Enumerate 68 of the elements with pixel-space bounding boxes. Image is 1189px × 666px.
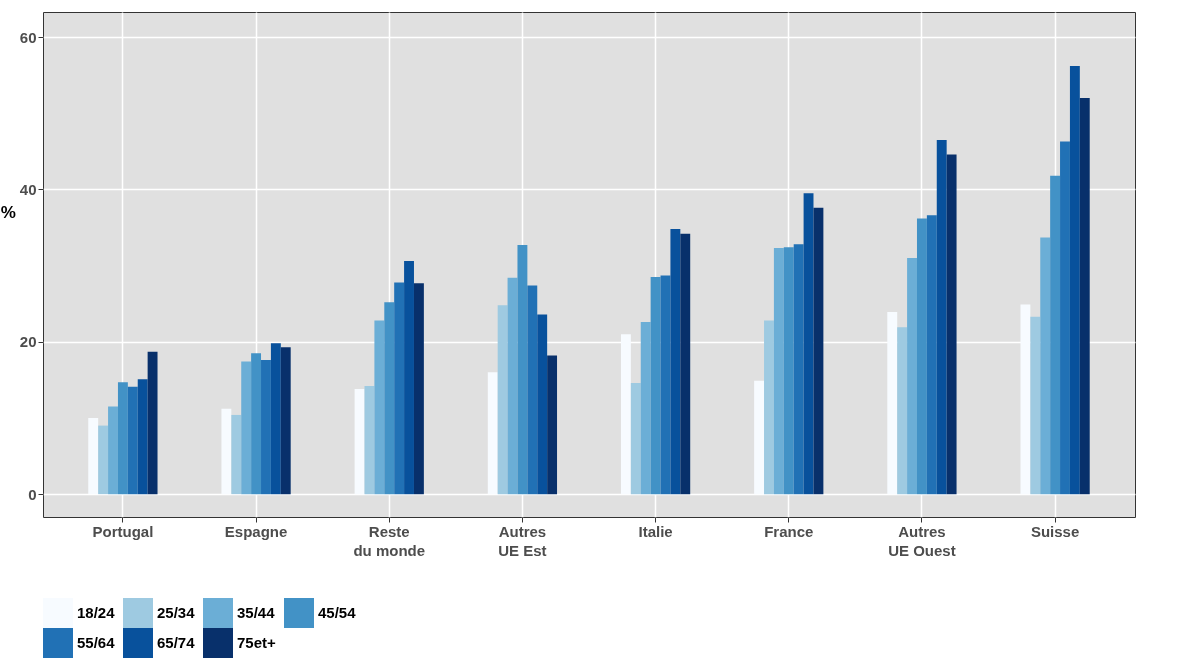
legend-label: 65/74 <box>157 634 196 651</box>
bar <box>374 320 385 495</box>
x-tick-label: France <box>764 522 814 540</box>
bar <box>1040 237 1051 495</box>
legend-label: 55/64 <box>77 634 116 651</box>
legend-label: 45/54 <box>318 604 357 621</box>
bar <box>527 285 538 495</box>
bar <box>640 322 651 495</box>
bar <box>650 277 661 495</box>
bar <box>98 425 109 495</box>
bar <box>680 233 691 495</box>
bar <box>1050 175 1061 495</box>
bar <box>394 282 405 495</box>
bar <box>793 244 804 495</box>
bar <box>117 382 128 495</box>
legend-label: 25/34 <box>157 604 196 621</box>
x-tick-label: Autres UE Est <box>498 522 547 559</box>
bar <box>404 261 414 495</box>
x-tick-label: Italie <box>638 522 673 540</box>
x-tick-label: Reste du monde <box>353 522 426 559</box>
y-tick-label: 0 <box>28 485 37 503</box>
legend-label: 35/44 <box>237 604 276 621</box>
bar <box>764 320 774 495</box>
bar <box>270 343 281 495</box>
bar <box>137 379 148 495</box>
bar <box>261 360 271 495</box>
x-tick-label: Espagne <box>224 522 288 540</box>
x-tick-label: Autres UE Ouest <box>888 522 956 559</box>
bar <box>364 385 375 495</box>
legend-label: 75et+ <box>237 634 277 651</box>
bar <box>231 414 242 495</box>
bar <box>517 245 528 495</box>
bar <box>127 386 138 495</box>
bar <box>537 314 548 495</box>
bar <box>280 347 291 495</box>
bar <box>926 215 937 495</box>
y-tick-label: 60 <box>19 28 37 46</box>
bar <box>1060 141 1070 495</box>
bar <box>547 355 558 495</box>
bar <box>630 382 641 495</box>
bar <box>147 351 158 495</box>
y-tick-label: 20 <box>19 333 37 351</box>
bar <box>413 283 424 495</box>
x-tick-label: Suisse <box>1030 522 1080 540</box>
bar <box>773 248 784 495</box>
bar <box>241 361 252 495</box>
bar <box>670 229 681 495</box>
bar <box>813 207 824 495</box>
bar <box>916 218 927 495</box>
bar <box>936 139 947 495</box>
bar <box>384 302 395 495</box>
legend-label: 18/24 <box>77 604 116 621</box>
bar <box>897 327 908 495</box>
y-tick-label: 40 <box>19 180 37 198</box>
bar <box>783 247 794 495</box>
bar <box>907 258 917 495</box>
bar <box>1079 98 1090 495</box>
x-tick-label: Portugal <box>92 522 154 540</box>
bar <box>660 275 671 495</box>
bar <box>507 277 518 495</box>
bar <box>803 193 814 495</box>
bar <box>108 406 118 495</box>
bar <box>946 154 957 495</box>
y-axis-title: % <box>0 202 16 222</box>
bar <box>251 353 262 495</box>
bar <box>497 305 508 495</box>
bar <box>1030 316 1041 495</box>
bar <box>1069 66 1080 495</box>
